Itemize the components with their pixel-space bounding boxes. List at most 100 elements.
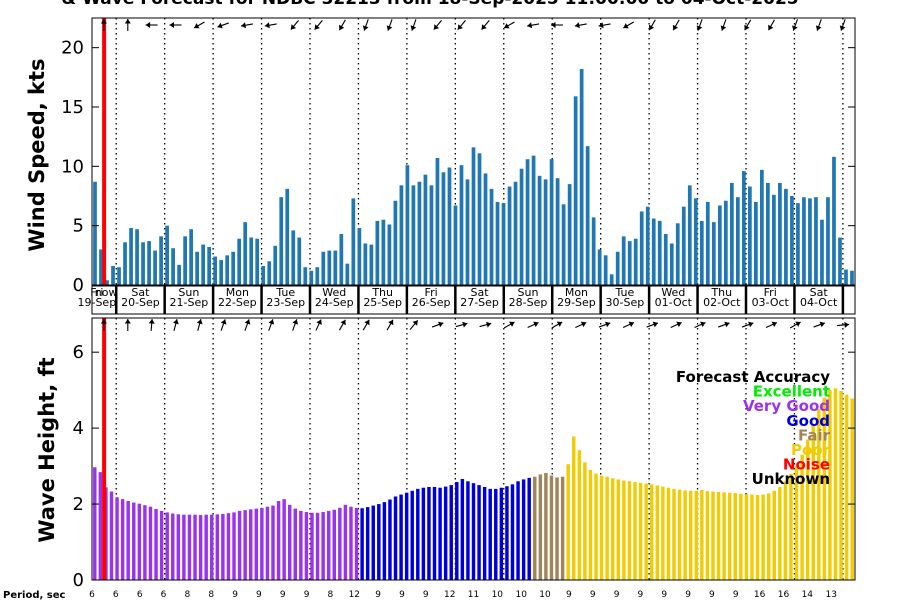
arrow-head: [264, 22, 270, 29]
wind-bar: [549, 159, 554, 285]
wave-bar: [555, 477, 559, 580]
wind-bar: [225, 255, 230, 285]
day-name: Tue: [275, 286, 295, 299]
day-date: 25-Sep: [363, 296, 402, 309]
y-tick-label: 4: [73, 418, 84, 439]
day-date: 01-Oct: [655, 296, 693, 309]
legend-entry: Unknown: [752, 470, 830, 488]
wave-bar: [711, 491, 715, 580]
wave-bar: [677, 489, 682, 580]
day-date: 04-Oct: [800, 296, 838, 309]
wind-bar: [711, 222, 716, 285]
wave-bar: [722, 492, 726, 580]
wave-bar: [828, 390, 832, 580]
wave-bar: [260, 507, 264, 580]
wind-bar: [603, 255, 608, 285]
period-value: 9: [232, 590, 238, 600]
wave-bar: [761, 494, 765, 580]
wave-bar: [611, 478, 615, 580]
wave-bar: [427, 486, 431, 580]
arrow-head: [648, 24, 655, 31]
day-name: Fri: [90, 286, 103, 299]
wind-bar: [135, 229, 139, 285]
wind-bar: [321, 251, 326, 285]
wind-bar: [537, 175, 542, 285]
wave-bar: [683, 490, 687, 580]
period-value: 9: [614, 590, 620, 600]
wave-bar: [304, 512, 309, 580]
wave-direction-arrow: [338, 319, 346, 331]
wave-direction-arrow: [551, 321, 563, 329]
wind-bar: [561, 204, 566, 285]
wind-bar: [195, 251, 199, 285]
wind-bar: [681, 206, 686, 285]
wind-direction-arrow: [696, 19, 703, 31]
legend-entry: Very Good: [743, 397, 830, 415]
period-value: 9: [685, 590, 691, 600]
wave-bar: [783, 481, 788, 580]
wave-direction-arrow: [575, 321, 587, 329]
y-tick-label: 0: [73, 275, 84, 296]
day-date: 29-Sep: [557, 296, 596, 309]
arrow-head: [623, 23, 629, 29]
wave-bar: [382, 502, 387, 580]
wave-bar: [700, 490, 704, 580]
wind-bar: [651, 218, 656, 285]
wind-bar: [309, 270, 314, 285]
wave-bar: [566, 464, 570, 580]
wind-bar: [766, 182, 770, 285]
period-label: Period, sec: [3, 590, 66, 600]
wind-bar: [784, 188, 788, 285]
arrow-head: [124, 319, 131, 324]
wave-direction-arrow: [741, 321, 754, 328]
y-tick-label: 10: [61, 156, 84, 177]
period-value: 9: [709, 590, 715, 600]
wave-bar: [365, 507, 370, 580]
wind-bar: [363, 243, 368, 285]
wind-bar: [615, 251, 620, 285]
wave-direction-arrow: [694, 321, 706, 329]
day-name: Sat: [810, 286, 829, 299]
wave-bar: [410, 490, 414, 580]
wave-bar: [293, 508, 297, 580]
now-label: now: [95, 286, 118, 299]
arrow-head: [433, 24, 440, 30]
wave-direction-arrow: [646, 321, 659, 328]
wind-bar: [639, 211, 644, 285]
wind-bar: [579, 69, 584, 285]
wind-bar: [315, 267, 320, 285]
wave-bar: [538, 474, 543, 580]
wave-bar: [805, 439, 810, 580]
wave-bar: [672, 488, 676, 580]
wind-bar: [357, 228, 362, 285]
day-date: 02-Oct: [703, 296, 741, 309]
arrow-head: [580, 321, 587, 328]
wind-bar: [555, 178, 560, 285]
wave-bar: [176, 514, 181, 580]
wind-bar: [675, 223, 680, 285]
wind-bar: [393, 200, 398, 285]
wave-bar: [143, 505, 147, 580]
arrow-head: [556, 321, 563, 327]
day-name: Fri: [764, 286, 777, 299]
arrow-head: [700, 321, 706, 328]
y-tick-label: 2: [73, 494, 84, 515]
day-date: 20-Sep: [121, 296, 160, 309]
wind-direction-arrow: [433, 20, 442, 30]
period-value: 16: [754, 590, 766, 600]
wave-bar: [182, 514, 186, 580]
wave-bar: [822, 397, 827, 580]
wind-bar: [255, 238, 260, 285]
wind-bar: [790, 196, 794, 285]
wave-bar: [438, 487, 442, 580]
period-value: 10: [515, 590, 527, 600]
day-strip: [91, 285, 856, 315]
wind-bar: [213, 256, 218, 285]
wave-bar: [215, 514, 220, 580]
wind-direction-arrow: [839, 19, 846, 31]
wind-bar: [183, 236, 187, 285]
wave-bar: [844, 394, 849, 580]
wind-bar: [567, 184, 572, 285]
wind-bar: [153, 250, 157, 285]
